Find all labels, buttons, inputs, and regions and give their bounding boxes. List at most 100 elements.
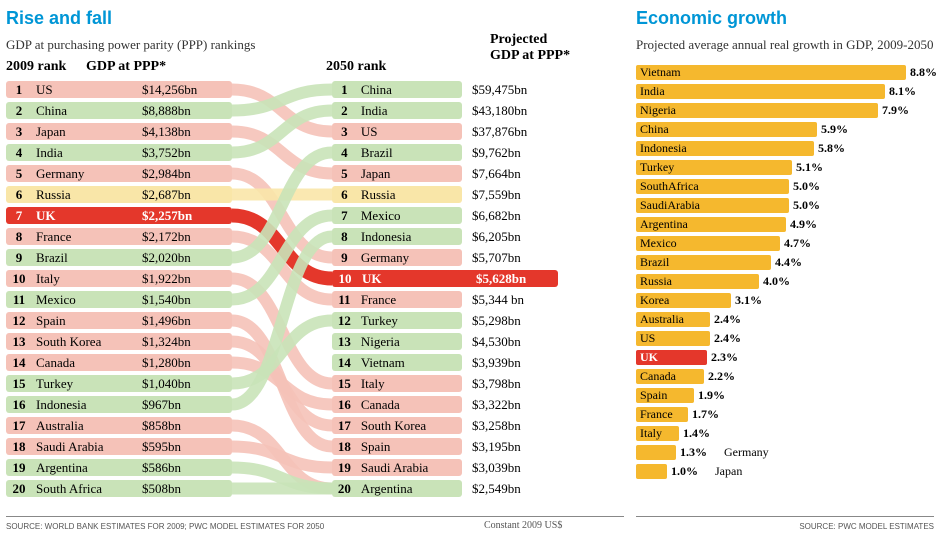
bar-2050: 16Canada	[332, 396, 462, 413]
country-2050: Canada	[357, 397, 462, 413]
ranking-row: 8France$2,172bn8Indonesia$6,205bn	[6, 226, 630, 247]
gdp-2050: $5,298bn	[462, 313, 582, 329]
country-2009: US	[32, 82, 142, 98]
gdp-2009: $858bn	[142, 418, 232, 434]
gdp-2050: $3,195bn	[462, 439, 582, 455]
country-2050: Nigeria	[357, 334, 462, 350]
growth-bar: Korea	[636, 293, 731, 308]
rank-2009: 5	[6, 166, 32, 182]
ranking-row: 12Spain$1,496bn12Turkey$5,298bn	[6, 310, 630, 331]
bar-2050: 5Japan	[332, 165, 462, 182]
gdp-2050: $2,549bn	[462, 481, 582, 497]
growth-country: India	[636, 84, 665, 99]
country-2009: Canada	[32, 355, 142, 371]
growth-row: Indonesia5.8%	[636, 139, 934, 158]
growth-bar: India	[636, 84, 885, 99]
bar-2009: 19Argentina$586bn	[6, 459, 232, 476]
growth-bar: Canada	[636, 369, 704, 384]
ranking-row: 6Russia$2,687bn6Russia$7,559bn	[6, 184, 630, 205]
growth-row: US2.4%	[636, 329, 934, 348]
growth-pct: 7.9%	[882, 103, 909, 118]
growth-row: SouthAfrica5.0%	[636, 177, 934, 196]
growth-pct: 5.0%	[793, 198, 820, 213]
growth-row: Turkey 5.1%	[636, 158, 934, 177]
country-2009: Australia	[32, 418, 142, 434]
gdp-2050: $6,205bn	[462, 229, 582, 245]
country-2050: Saudi Arabia	[357, 460, 462, 476]
growth-bars: Vietnam8.8%India8.1%Nigeria7.9%China5.9%…	[636, 63, 934, 481]
bar-2009: 9Brazil$2,020bn	[6, 249, 232, 266]
rank-2050: 18	[332, 439, 357, 455]
rank-2009: 7	[6, 208, 32, 224]
growth-pct: 1.3%	[680, 445, 707, 460]
country-2009: Saudi Arabia	[32, 439, 142, 455]
gdp-2050: $43,180bn	[462, 103, 582, 119]
growth-country: Argentina	[636, 217, 688, 232]
ranking-row: 14Canada$1,280bn14Vietnam$3,939bn	[6, 352, 630, 373]
ranking-row: 10Italy$1,922bn10UK$5,628bn	[6, 268, 630, 289]
growth-pct: 1.4%	[683, 426, 710, 441]
growth-pct: 5.9%	[821, 122, 848, 137]
country-2009: Italy	[32, 271, 142, 287]
growth-row: Korea3.1%	[636, 291, 934, 310]
source-right: SOURCE: PWC MODEL ESTIMATES	[799, 522, 934, 531]
header-2009-rank: 2009 rank	[6, 59, 86, 75]
country-2050: Japan	[357, 166, 462, 182]
growth-country: Italy	[636, 426, 662, 441]
rank-2009: 8	[6, 229, 32, 245]
growth-country: France	[636, 407, 673, 422]
growth-row: Brazil4.4%	[636, 253, 934, 272]
bar-2050: 2India	[332, 102, 462, 119]
gdp-2009: $3,752bn	[142, 145, 232, 161]
bar-2050: 8Indonesia	[332, 228, 462, 245]
country-2009: UK	[32, 208, 142, 224]
growth-row: Russia4.0%	[636, 272, 934, 291]
country-2050: Indonesia	[357, 229, 462, 245]
gdp-2050: $5,707bn	[462, 250, 582, 266]
growth-pct: 4.7%	[784, 236, 811, 251]
gdp-2009: $508bn	[142, 481, 232, 497]
country-2009: South Africa	[32, 481, 142, 497]
growth-row: Vietnam8.8%	[636, 63, 934, 82]
growth-country: Spain	[636, 388, 667, 403]
gdp-2050: $3,258bn	[462, 418, 582, 434]
growth-bar: UK	[636, 350, 707, 365]
ranking-row: 16Indonesia$967bn16Canada$3,322bn	[6, 394, 630, 415]
growth-country: Canada	[636, 369, 676, 384]
growth-pct: 5.8%	[818, 141, 845, 156]
growth-bar: Brazil	[636, 255, 771, 270]
country-2009: Mexico	[32, 292, 142, 308]
growth-bar	[636, 464, 667, 479]
rank-2050: 12	[332, 313, 357, 329]
bar-2009: 11Mexico$1,540bn	[6, 291, 232, 308]
ranking-row: 7UK$2,257bn7Mexico$6,682bn	[6, 205, 630, 226]
country-2050: Mexico	[357, 208, 462, 224]
country-2050: Vietnam	[357, 355, 462, 371]
bar-2050: 19Saudi Arabia	[332, 459, 462, 476]
rank-2050: 7	[332, 208, 357, 224]
country-2050: South Korea	[357, 418, 462, 434]
growth-pct: 2.2%	[708, 369, 735, 384]
gdp-2009: $967bn	[142, 397, 232, 413]
rank-2009: 10	[6, 271, 32, 287]
source-left: SOURCE: WORLD BANK ESTIMATES FOR 2009; P…	[6, 522, 324, 531]
bar-2009: 1US$14,256bn	[6, 81, 232, 98]
growth-row: Nigeria7.9%	[636, 101, 934, 120]
country-2050: US	[357, 124, 462, 140]
country-2009: South Korea	[32, 334, 142, 350]
bar-2009: 5Germany$2,984bn	[6, 165, 232, 182]
gdp-2050: $3,322bn	[462, 397, 582, 413]
rank-2009: 11	[6, 292, 32, 308]
ranking-rows: 1US$14,256bn1China$59,475bn2China$8,888b…	[6, 79, 630, 499]
growth-row: India8.1%	[636, 82, 934, 101]
growth-country: SouthAfrica	[636, 179, 699, 194]
country-2050: France	[357, 292, 462, 308]
country-2050: India	[357, 103, 462, 119]
growth-country: Turkey	[636, 160, 674, 175]
country-2009: Turkey	[32, 376, 142, 392]
growth-bar: US	[636, 331, 710, 346]
rank-2009: 17	[6, 418, 32, 434]
gdp-2009: $1,540bn	[142, 292, 232, 308]
growth-pct: 5.1%	[796, 160, 823, 175]
ranking-row: 11Mexico$1,540bn11France$5,344 bn	[6, 289, 630, 310]
